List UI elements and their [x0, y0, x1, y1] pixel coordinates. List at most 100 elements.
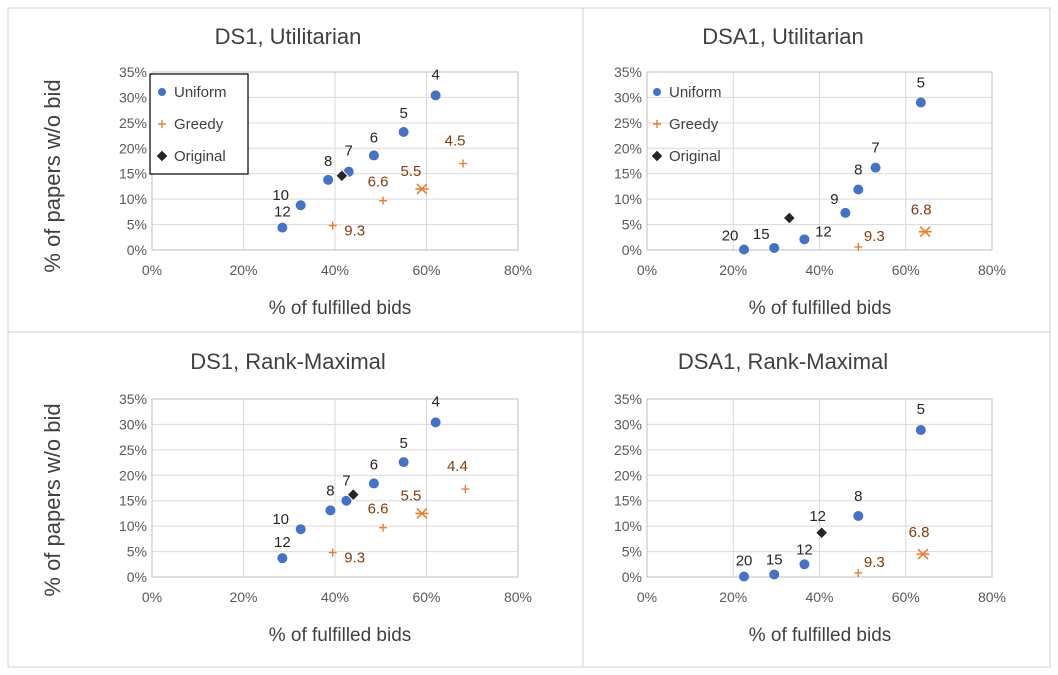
data-point-uniform [368, 150, 379, 161]
y-tick-label: 5% [622, 217, 642, 233]
y-tick-label: 5% [127, 544, 147, 560]
data-label-greedy: 6.8 [909, 524, 930, 541]
y-tick-label: 25% [119, 442, 147, 458]
data-point-uniform [158, 88, 166, 96]
data-label-greedy: 9.3 [344, 550, 365, 567]
data-point-original [782, 211, 797, 225]
data-label-greedy: 6.6 [368, 501, 389, 518]
y-tick-label: 0% [622, 569, 642, 585]
y-tick-label: 30% [614, 416, 642, 432]
chart-panel-2: 0% 5% 10% 15% 20% 25% 30% 35% 0% 20% 40% 60% 80% DSA1… [582, 7, 1051, 333]
legend-entry-original: Original [669, 148, 721, 165]
data-label-greedy: 5.5 [400, 487, 421, 504]
chart-panel-3: 0% 5% 10% 15% 20% 25% 30% 35% 0% 20% 40% 60% 80% DS1,… [7, 331, 584, 668]
data-label-uniform: 12 [796, 541, 813, 558]
data-point-uniform [769, 242, 780, 253]
data-point-uniform [840, 207, 851, 218]
y-tick-label: 25% [614, 115, 642, 131]
x-tick-label: 0% [142, 262, 162, 278]
x-tick-label: 0% [637, 262, 657, 278]
data-label-greedy: 5.5 [400, 163, 421, 180]
data-point-greedy [854, 568, 863, 577]
y-tick-label: 10% [119, 518, 147, 534]
y-tick-label: 10% [614, 518, 642, 534]
data-point-uniform [915, 425, 926, 436]
data-label-uniform: 5 [399, 435, 407, 452]
y-tick-label: 15% [119, 166, 147, 182]
data-point-uniform [398, 127, 409, 138]
data-point-original [155, 149, 169, 163]
data-point-greedy [158, 120, 166, 128]
data-point-uniform [915, 97, 926, 108]
x-tick-label: 60% [892, 589, 920, 605]
legend: Uniform Greedy Original [149, 73, 249, 175]
data-point-greedy [653, 120, 661, 128]
data-point-uniform [739, 244, 750, 255]
y-tick-label: 10% [119, 191, 147, 207]
chart-title: DS1, Rank-Maximal [190, 349, 386, 374]
y-tick-label: 0% [622, 242, 642, 258]
data-label-uniform: 8 [854, 161, 862, 178]
data-point-greedy [459, 159, 468, 168]
y-tick-label: 15% [119, 493, 147, 509]
data-point-uniform [853, 184, 864, 195]
data-point-uniform [739, 571, 750, 582]
data-point-uniform [368, 478, 379, 489]
x-tick-label: 60% [412, 262, 440, 278]
x-tick-label: 40% [321, 589, 349, 605]
y-tick-label: 0% [127, 569, 147, 585]
y-tick-label: 25% [614, 442, 642, 458]
x-axis-label: % of fulfilled bids [749, 625, 892, 646]
x-tick-label: 60% [412, 589, 440, 605]
y-tick-label: 5% [127, 217, 147, 233]
y-tick-label: 15% [614, 493, 642, 509]
data-point-uniform [853, 510, 864, 521]
data-point-uniform [323, 174, 334, 185]
x-tick-label: 40% [805, 262, 833, 278]
y-tick-label: 20% [614, 140, 642, 156]
data-label-uniform: 12 [274, 204, 291, 221]
data-point-original [346, 487, 361, 502]
plot-area [646, 71, 993, 251]
data-label-uniform: 10 [272, 511, 289, 528]
panel-border [7, 331, 584, 668]
data-point-original [814, 526, 829, 540]
data-point-greedy-star [415, 507, 429, 519]
data-point-uniform [295, 200, 306, 211]
data-point-uniform [277, 222, 288, 233]
data-label-uniform: 4 [431, 66, 439, 83]
data-point-greedy [379, 196, 388, 205]
data-point-uniform [870, 162, 881, 173]
x-tick-label: 0% [142, 589, 162, 605]
data-label-uniform: 12 [274, 534, 291, 551]
y-tick-label: 30% [614, 89, 642, 105]
chart-panel-1: 0% 5% 10% 15% 20% 25% 30% 35% 0% 20% 40% 60% 80% DS1,… [7, 7, 584, 333]
data-point-uniform [398, 457, 409, 468]
data-point-original [335, 169, 349, 183]
y-tick-label: 35% [614, 391, 642, 407]
data-point-greedy-star [415, 183, 429, 195]
data-label-uniform: 12 [815, 223, 832, 240]
data-label-greedy: 6.8 [911, 202, 932, 219]
data-point-uniform [430, 417, 441, 428]
y-tick-label: 35% [614, 64, 642, 80]
data-label-uniform: 5 [399, 105, 407, 122]
data-label-uniform: 6 [370, 456, 378, 473]
data-label-original: 12 [809, 508, 826, 525]
data-point-greedy [328, 548, 337, 557]
x-tick-label: 40% [805, 589, 833, 605]
data-label-uniform: 5 [917, 75, 925, 92]
y-tick-label: 20% [119, 467, 147, 483]
y-tick-label: 25% [119, 115, 147, 131]
data-label-greedy: 6.6 [368, 174, 389, 191]
x-tick-label: 20% [229, 589, 257, 605]
data-point-uniform [325, 505, 336, 516]
plot-area [151, 398, 519, 578]
y-tick-label: 30% [119, 416, 147, 432]
x-axis-label: % of fulfilled bids [749, 298, 892, 319]
data-point-greedy [461, 485, 470, 494]
y-tick-label: 15% [614, 166, 642, 182]
data-label-uniform: 20 [722, 227, 739, 244]
legend: Uniform Greedy Original [650, 84, 722, 165]
data-label-uniform: 7 [871, 140, 879, 157]
